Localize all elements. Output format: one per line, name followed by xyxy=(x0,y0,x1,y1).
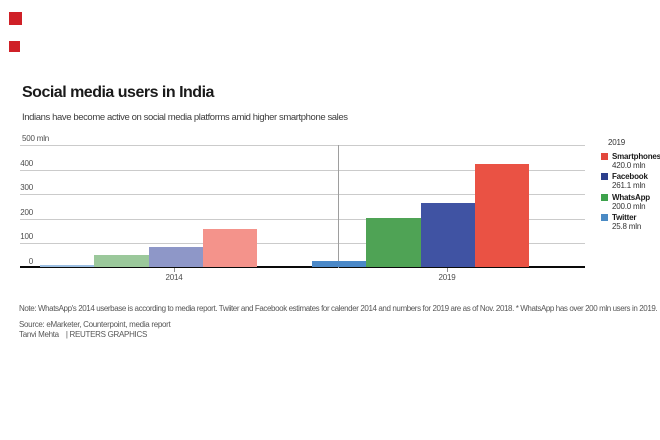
legend-item-smartphones: Smartphones 420.0 mln xyxy=(596,152,660,171)
x-axis-label-2014: 2014 xyxy=(165,273,183,282)
x-axis-label-2019: 2019 xyxy=(438,273,456,282)
whatsapp-swatch-icon xyxy=(601,193,608,201)
legend-value: 261.1 mln xyxy=(612,181,646,191)
chart-legend: 2019 Smartphones 420.0 mln Facebook 261.1 m… xyxy=(596,0,660,240)
y-tick-label-200: 200 xyxy=(20,207,33,217)
credit: | REUTERS GRAPHICS xyxy=(65,330,147,339)
legend-item-twitter: Twitter 25.8 mln xyxy=(596,213,660,232)
legend-value: 420.0 mln xyxy=(612,161,646,170)
legend-label: Smartphones xyxy=(612,152,660,161)
gridline-200 xyxy=(20,218,585,220)
page-title: Social media users in India xyxy=(22,84,214,101)
legend-label: WhatsApp xyxy=(612,192,650,202)
x-axis-baseline xyxy=(20,266,585,268)
y-tick-label-0: 0 xyxy=(28,256,33,266)
bar-2014-twitter xyxy=(40,265,95,267)
category-divider-line xyxy=(338,145,339,268)
smartphones-swatch-icon xyxy=(601,153,608,160)
x-tick-2014 xyxy=(174,268,175,272)
bar-2019-facebook xyxy=(420,203,475,267)
legend-item-facebook: Facebook 261.1 mln xyxy=(596,172,660,191)
y-tick-label-400: 400 xyxy=(20,158,33,168)
gridline-500 xyxy=(20,145,585,146)
gridline-100 xyxy=(20,243,585,244)
y-tick-label-500: 500 mln xyxy=(22,134,50,143)
red-square-marker-2 xyxy=(9,41,20,52)
x-tick-2019 xyxy=(447,268,448,272)
legend-value: 200.0 mln xyxy=(612,201,646,211)
bar-chart: 0 100 200 300 400 500 mln 2014 2019 xyxy=(20,134,585,282)
facebook-swatch-icon xyxy=(601,173,608,181)
page-subtitle: Indians have become active on social med… xyxy=(22,112,348,123)
chart-source: Source: eMarketer, Counterpoint, media r… xyxy=(19,320,171,329)
bar-2019-whatsapp xyxy=(366,218,421,267)
legend-label: Twitter xyxy=(612,213,637,223)
chart-note: Note: WhatsApp's 2014 userbase is accord… xyxy=(19,304,658,313)
y-tick-label-100: 100 xyxy=(20,232,33,241)
bar-2014-facebook xyxy=(148,246,203,267)
red-square-marker-1 xyxy=(9,12,22,25)
byline-row: Tanvi Mehta | REUTERS GRAPHICS xyxy=(19,330,147,339)
gridline-400 xyxy=(20,169,585,171)
y-tick-label-300: 300 xyxy=(20,183,33,192)
twitter-swatch-icon xyxy=(601,214,608,222)
legend-value: 25.8 mln xyxy=(612,222,642,232)
legend-header: 2019 xyxy=(608,138,625,147)
bar-2019-twitter xyxy=(312,260,367,267)
legend-label: Facebook xyxy=(612,172,648,182)
byline: Tanvi Mehta xyxy=(19,330,59,339)
bar-2019-smartphones xyxy=(474,164,530,267)
bar-2014-whatsapp xyxy=(94,254,149,267)
legend-item-whatsapp: WhatsApp 200.0 mln xyxy=(596,193,660,212)
bar-2014-smartphones xyxy=(202,229,258,267)
gridline-300 xyxy=(20,194,585,195)
